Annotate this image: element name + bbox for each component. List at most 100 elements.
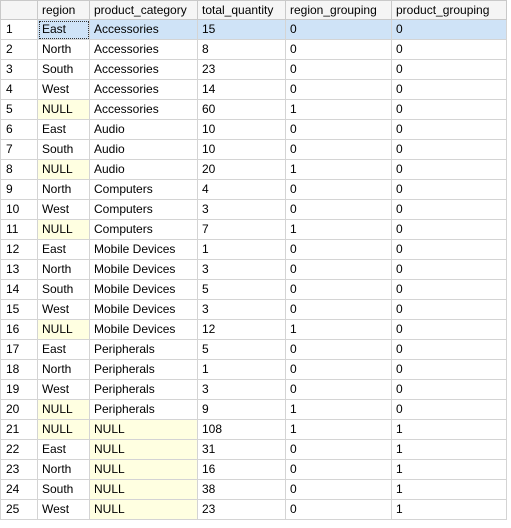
product-grouping-cell[interactable]: 0 <box>391 379 507 400</box>
region-cell[interactable]: NULL <box>37 319 90 340</box>
region-grouping-cell[interactable]: 0 <box>285 199 392 220</box>
product-grouping-cell[interactable]: 0 <box>391 319 507 340</box>
product-category-cell[interactable]: Computers <box>89 199 198 220</box>
product-grouping-cell[interactable]: 0 <box>391 99 507 120</box>
region-grouping-cell[interactable]: 1 <box>285 99 392 120</box>
total-quantity-cell[interactable]: 5 <box>197 279 286 300</box>
product-grouping-cell[interactable]: 0 <box>391 359 507 380</box>
region-cell[interactable]: South <box>37 479 90 500</box>
table-row[interactable]: 12 East Mobile Devices 1 0 0 <box>0 239 507 260</box>
total-quantity-cell[interactable]: 23 <box>197 59 286 80</box>
region-cell[interactable]: East <box>37 239 90 260</box>
table-row[interactable]: 11 NULL Computers 7 1 0 <box>0 219 507 240</box>
product-grouping-cell[interactable]: 0 <box>391 119 507 140</box>
total-quantity-cell[interactable]: 60 <box>197 99 286 120</box>
row-number[interactable]: 14 <box>0 279 38 300</box>
total-quantity-cell[interactable]: 3 <box>197 259 286 280</box>
table-row[interactable]: 10 West Computers 3 0 0 <box>0 199 507 220</box>
region-grouping-cell[interactable]: 1 <box>285 159 392 180</box>
region-grouping-cell[interactable]: 1 <box>285 399 392 420</box>
product-grouping-cell[interactable]: 0 <box>391 19 507 40</box>
table-row[interactable]: 24 South NULL 38 0 1 <box>0 479 507 500</box>
table-row[interactable]: 21 NULL NULL 108 1 1 <box>0 419 507 440</box>
total-quantity-cell[interactable]: 38 <box>197 479 286 500</box>
table-row[interactable]: 6 East Audio 10 0 0 <box>0 119 507 140</box>
table-row[interactable]: 3 South Accessories 23 0 0 <box>0 59 507 80</box>
region-grouping-cell[interactable]: 0 <box>285 79 392 100</box>
region-grouping-cell[interactable]: 0 <box>285 439 392 460</box>
product-grouping-cell[interactable]: 0 <box>391 299 507 320</box>
row-number[interactable]: 19 <box>0 379 38 400</box>
region-grouping-cell[interactable]: 0 <box>285 59 392 80</box>
column-header-region-grouping[interactable]: region_grouping <box>285 0 392 20</box>
row-number[interactable]: 8 <box>0 159 38 180</box>
product-grouping-cell[interactable]: 0 <box>391 79 507 100</box>
table-row[interactable]: 18 North Peripherals 1 0 0 <box>0 359 507 380</box>
region-cell[interactable]: East <box>37 119 90 140</box>
row-number[interactable]: 4 <box>0 79 38 100</box>
total-quantity-cell[interactable]: 14 <box>197 79 286 100</box>
product-category-cell[interactable]: Audio <box>89 139 198 160</box>
region-cell[interactable]: NULL <box>37 159 90 180</box>
table-row[interactable]: 9 North Computers 4 0 0 <box>0 179 507 200</box>
product-grouping-cell[interactable]: 1 <box>391 439 507 460</box>
table-row[interactable]: 7 South Audio 10 0 0 <box>0 139 507 160</box>
product-category-cell[interactable]: Peripherals <box>89 379 198 400</box>
column-header-product-grouping[interactable]: product_grouping <box>391 0 507 20</box>
total-quantity-cell[interactable]: 31 <box>197 439 286 460</box>
product-grouping-cell[interactable]: 1 <box>391 419 507 440</box>
product-grouping-cell[interactable]: 0 <box>391 259 507 280</box>
region-grouping-cell[interactable]: 0 <box>285 139 392 160</box>
region-grouping-cell[interactable]: 0 <box>285 239 392 260</box>
region-grouping-cell[interactable]: 1 <box>285 219 392 240</box>
row-number[interactable]: 7 <box>0 139 38 160</box>
table-row[interactable]: 14 South Mobile Devices 5 0 0 <box>0 279 507 300</box>
total-quantity-cell[interactable]: 16 <box>197 459 286 480</box>
region-grouping-cell[interactable]: 0 <box>285 499 392 520</box>
region-cell[interactable]: East <box>37 19 90 40</box>
product-category-cell[interactable]: Mobile Devices <box>89 259 198 280</box>
product-grouping-cell[interactable]: 1 <box>391 479 507 500</box>
row-number[interactable]: 2 <box>0 39 38 60</box>
product-category-cell[interactable]: Audio <box>89 119 198 140</box>
product-category-cell[interactable]: Mobile Devices <box>89 319 198 340</box>
region-grouping-cell[interactable]: 0 <box>285 339 392 360</box>
product-grouping-cell[interactable]: 0 <box>391 399 507 420</box>
product-grouping-cell[interactable]: 0 <box>391 199 507 220</box>
total-quantity-cell[interactable]: 1 <box>197 359 286 380</box>
product-category-cell[interactable]: Computers <box>89 219 198 240</box>
product-category-cell[interactable]: Computers <box>89 179 198 200</box>
region-cell[interactable]: NULL <box>37 99 90 120</box>
table-row[interactable]: 19 West Peripherals 3 0 0 <box>0 379 507 400</box>
row-number[interactable]: 9 <box>0 179 38 200</box>
table-row[interactable]: 17 East Peripherals 5 0 0 <box>0 339 507 360</box>
region-cell[interactable]: South <box>37 139 90 160</box>
product-category-cell[interactable]: Accessories <box>89 59 198 80</box>
row-number[interactable]: 20 <box>0 399 38 420</box>
table-row[interactable]: 15 West Mobile Devices 3 0 0 <box>0 299 507 320</box>
product-category-cell[interactable]: Peripherals <box>89 399 198 420</box>
product-category-cell[interactable]: NULL <box>89 479 198 500</box>
column-header-region[interactable]: region <box>37 0 90 20</box>
region-grouping-cell[interactable]: 0 <box>285 359 392 380</box>
total-quantity-cell[interactable]: 1 <box>197 239 286 260</box>
region-cell[interactable]: West <box>37 299 90 320</box>
row-number[interactable]: 11 <box>0 219 38 240</box>
region-cell[interactable]: North <box>37 179 90 200</box>
region-cell[interactable]: NULL <box>37 399 90 420</box>
region-grouping-cell[interactable]: 0 <box>285 19 392 40</box>
region-grouping-cell[interactable]: 1 <box>285 319 392 340</box>
product-grouping-cell[interactable]: 0 <box>391 159 507 180</box>
region-cell[interactable]: North <box>37 459 90 480</box>
row-number[interactable]: 21 <box>0 419 38 440</box>
region-cell[interactable]: South <box>37 59 90 80</box>
product-category-cell[interactable]: Accessories <box>89 99 198 120</box>
product-category-cell[interactable]: Mobile Devices <box>89 299 198 320</box>
total-quantity-cell[interactable]: 20 <box>197 159 286 180</box>
product-grouping-cell[interactable]: 0 <box>391 39 507 60</box>
row-number[interactable]: 25 <box>0 499 38 520</box>
product-grouping-cell[interactable]: 0 <box>391 219 507 240</box>
table-row[interactable]: 4 West Accessories 14 0 0 <box>0 79 507 100</box>
row-number[interactable]: 15 <box>0 299 38 320</box>
region-cell[interactable]: NULL <box>37 219 90 240</box>
